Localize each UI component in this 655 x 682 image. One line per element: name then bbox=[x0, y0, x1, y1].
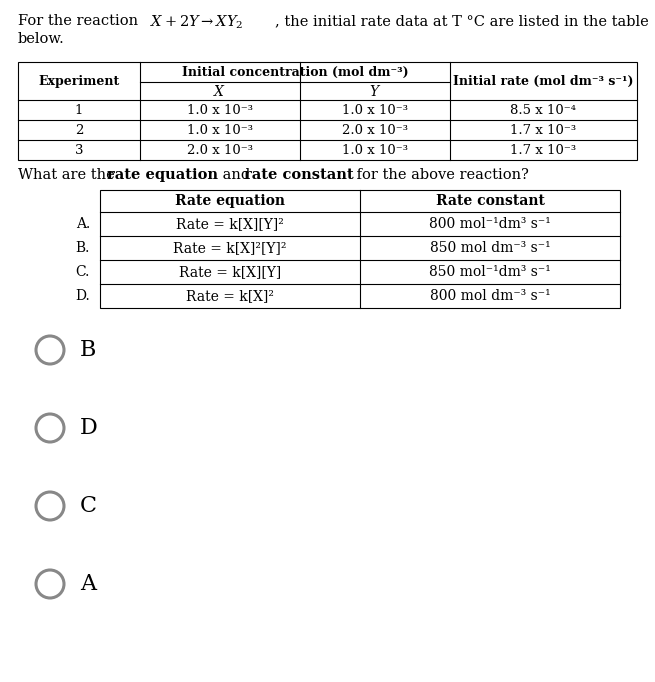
Text: $\mathit{Y}$: $\mathit{Y}$ bbox=[369, 83, 381, 98]
Text: Initial concentration (mol dm⁻³): Initial concentration (mol dm⁻³) bbox=[181, 65, 408, 78]
Text: 1.0 x 10⁻³: 1.0 x 10⁻³ bbox=[187, 104, 253, 117]
Text: $\mathit{X} + 2\mathit{Y} \rightarrow \mathit{XY}_2$: $\mathit{X} + 2\mathit{Y} \rightarrow \m… bbox=[150, 14, 244, 31]
Text: 1.0 x 10⁻³: 1.0 x 10⁻³ bbox=[342, 143, 408, 156]
Text: and: and bbox=[218, 168, 255, 182]
Text: 1.0 x 10⁻³: 1.0 x 10⁻³ bbox=[187, 123, 253, 136]
Text: Rate constant: Rate constant bbox=[436, 194, 544, 208]
Text: What are the: What are the bbox=[18, 168, 119, 182]
Text: D: D bbox=[80, 417, 98, 439]
Text: 800 mol⁻¹dm³ s⁻¹: 800 mol⁻¹dm³ s⁻¹ bbox=[429, 217, 551, 231]
Text: 2: 2 bbox=[75, 123, 83, 136]
Text: 8.5 x 10⁻⁴: 8.5 x 10⁻⁴ bbox=[510, 104, 576, 117]
Text: B.: B. bbox=[75, 241, 90, 255]
Text: 1: 1 bbox=[75, 104, 83, 117]
Text: below.: below. bbox=[18, 32, 65, 46]
Text: C: C bbox=[80, 495, 97, 517]
Text: Rate equation: Rate equation bbox=[175, 194, 285, 208]
Text: Rate = k[X][Y]²: Rate = k[X][Y]² bbox=[176, 217, 284, 231]
Text: Experiment: Experiment bbox=[39, 74, 120, 87]
Text: A: A bbox=[80, 573, 96, 595]
Text: 850 mol⁻¹dm³ s⁻¹: 850 mol⁻¹dm³ s⁻¹ bbox=[429, 265, 551, 279]
Text: rate equation: rate equation bbox=[107, 168, 218, 182]
Text: Initial rate (mol dm⁻³ s⁻¹): Initial rate (mol dm⁻³ s⁻¹) bbox=[453, 74, 634, 87]
Text: rate constant: rate constant bbox=[244, 168, 354, 182]
Text: Rate = k[X]²: Rate = k[X]² bbox=[186, 289, 274, 303]
Text: A.: A. bbox=[76, 217, 90, 231]
Text: 3: 3 bbox=[75, 143, 83, 156]
Text: Rate = k[X]²[Y]²: Rate = k[X]²[Y]² bbox=[174, 241, 287, 255]
Text: , the initial rate data at T °C are listed in the table: , the initial rate data at T °C are list… bbox=[275, 14, 648, 28]
Bar bbox=[18, 62, 637, 160]
Text: 800 mol dm⁻³ s⁻¹: 800 mol dm⁻³ s⁻¹ bbox=[430, 289, 550, 303]
Text: $\mathit{X}$: $\mathit{X}$ bbox=[214, 83, 227, 98]
Text: For the reaction: For the reaction bbox=[18, 14, 143, 28]
Text: 1.7 x 10⁻³: 1.7 x 10⁻³ bbox=[510, 123, 576, 136]
Text: 1.0 x 10⁻³: 1.0 x 10⁻³ bbox=[342, 104, 408, 117]
Text: 2.0 x 10⁻³: 2.0 x 10⁻³ bbox=[187, 143, 253, 156]
Bar bbox=[100, 190, 620, 308]
Text: for the above reaction?: for the above reaction? bbox=[352, 168, 529, 182]
Text: C.: C. bbox=[75, 265, 90, 279]
Text: 1.7 x 10⁻³: 1.7 x 10⁻³ bbox=[510, 143, 576, 156]
Text: Rate = k[X][Y]: Rate = k[X][Y] bbox=[179, 265, 281, 279]
Text: 2.0 x 10⁻³: 2.0 x 10⁻³ bbox=[342, 123, 408, 136]
Text: 850 mol dm⁻³ s⁻¹: 850 mol dm⁻³ s⁻¹ bbox=[430, 241, 550, 255]
Text: B: B bbox=[80, 339, 96, 361]
Text: D.: D. bbox=[75, 289, 90, 303]
